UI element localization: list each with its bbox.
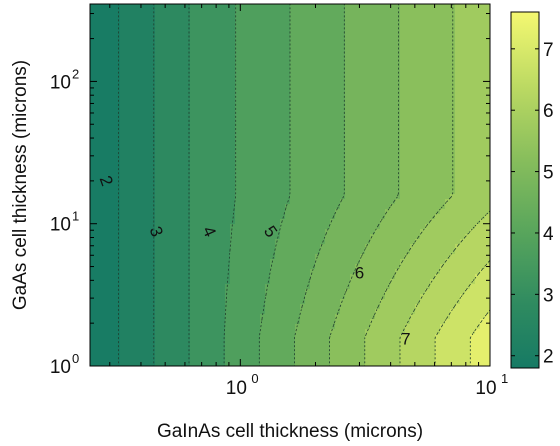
contour-lines	[118, 4, 490, 366]
x-tick-label: 10	[226, 378, 247, 399]
plot-area: 23 4 567	[89, 3, 491, 367]
colorbar-gradient	[510, 11, 540, 369]
contour-line	[469, 309, 490, 366]
y-tick-exponent: 1	[72, 209, 79, 224]
contour-line	[434, 259, 490, 366]
contour-fill	[90, 4, 490, 366]
y-tick-label: 10	[50, 72, 71, 93]
x-tick-label: 10	[475, 378, 496, 399]
y-tick-label: 10	[50, 215, 71, 236]
contour-label: 6	[355, 264, 364, 283]
y-axis-label: GaAs cell thickness (microns)	[10, 60, 31, 310]
x-axis-label: GaInAs cell thickness (microns)	[157, 421, 423, 442]
plot-frame	[89, 3, 491, 367]
colorbar-tick-label: 4	[543, 224, 554, 245]
colorbar-tick-label: 2	[543, 347, 554, 368]
contour-line	[258, 4, 291, 366]
contour-label: 7	[401, 329, 410, 348]
y-tick-exponent: 0	[72, 351, 79, 366]
y-tick-exponent: 2	[72, 66, 79, 81]
colorbar-ticks: 2 3 4 5 6 7	[511, 40, 554, 368]
x-tick-exponent: 1	[501, 371, 508, 386]
colorbar-tick-label: 3	[543, 285, 554, 306]
contour-line	[399, 210, 490, 366]
y-tick-label: 10	[50, 357, 71, 378]
colorbar-tick-label: 6	[543, 101, 554, 122]
colorbar-tick-label: 7	[543, 40, 554, 61]
x-tick-labels: 10 0 10 1	[226, 371, 508, 399]
colorbar-tick-label: 5	[543, 163, 554, 184]
x-tick-exponent: 0	[251, 371, 258, 386]
axis-ticks	[90, 4, 491, 367]
contour-line	[329, 4, 399, 366]
colorbar: 2 3 4 5 6 7	[510, 11, 554, 369]
contour-line	[364, 4, 454, 366]
contour-line	[223, 4, 237, 366]
